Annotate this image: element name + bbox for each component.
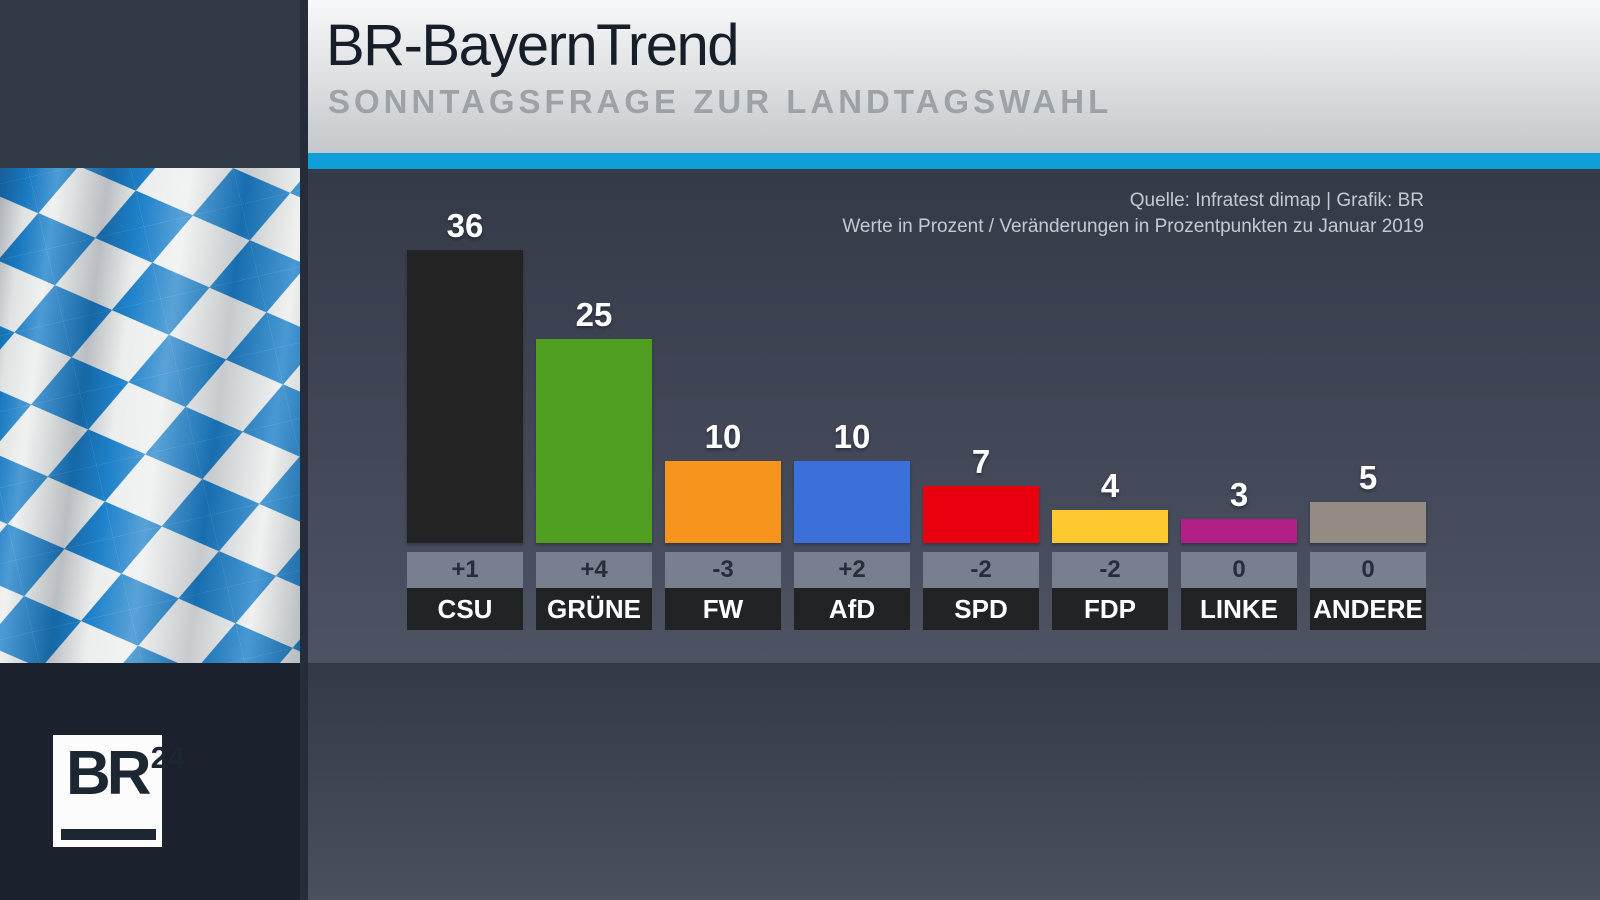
- bar-value-label: 5: [1358, 459, 1378, 496]
- br24-logo-bar: [61, 829, 156, 840]
- party-bar: [1181, 519, 1297, 543]
- party-label: ANDERE: [1310, 588, 1426, 630]
- accent-stripe: [308, 153, 1600, 169]
- source-line-2: Werte in Prozent / Veränderungen in Proz…: [842, 216, 1424, 237]
- change-badge: 0: [1181, 552, 1297, 588]
- source-note: Quelle: Infratest dimap | Grafik: BR Wer…: [842, 188, 1424, 240]
- party-column: 7 -2 SPD: [923, 169, 1039, 663]
- bar-value-label: 10: [704, 418, 742, 455]
- party-label: FW: [665, 588, 781, 630]
- bar-value-label: 7: [971, 443, 991, 480]
- footer-background: [308, 663, 1600, 900]
- party-column: 10 -3 FW: [665, 169, 781, 663]
- party-label: FDP: [1052, 588, 1168, 630]
- party-bar: [407, 250, 523, 543]
- party-bar: [794, 461, 910, 543]
- br24-logo-br: BR: [66, 739, 152, 808]
- change-badge: +4: [536, 552, 652, 588]
- party-label: GRÜNE: [536, 588, 652, 630]
- bar-value-label: 4: [1100, 467, 1120, 504]
- flag-fabric-shading: [0, 168, 304, 663]
- br24-logo: BR24: [53, 735, 185, 847]
- party-label: CSU: [407, 588, 523, 630]
- party-column: 25 +4 GRÜNE: [536, 169, 652, 663]
- change-badge: -3: [665, 552, 781, 588]
- br24-logo-24: 24: [150, 740, 186, 775]
- bar-chart: 36 +1 CSU 25 +4 GRÜNE 10 -3 FW 10 +2 AfD…: [407, 169, 1426, 663]
- party-column: 3 0 LINKE: [1181, 169, 1297, 663]
- party-bar: [536, 339, 652, 543]
- header-band: BR-BayernTrend SONNTAGSFRAGE ZUR LANDTAG…: [308, 0, 1600, 153]
- change-badge: +2: [794, 552, 910, 588]
- change-badge: -2: [1052, 552, 1168, 588]
- bar-value-label: 3: [1229, 476, 1249, 513]
- party-column: 36 +1 CSU: [407, 169, 523, 663]
- bar-value-label: 10: [833, 418, 871, 455]
- top-left-band: [0, 0, 304, 168]
- change-badge: -2: [923, 552, 1039, 588]
- page-title: BR-BayernTrend: [326, 13, 740, 78]
- panel-divider: [300, 0, 308, 900]
- party-label: AfD: [794, 588, 910, 630]
- change-badge: +1: [407, 552, 523, 588]
- bar-value-label: 25: [575, 296, 613, 333]
- party-bar: [1052, 510, 1168, 543]
- party-column: 4 -2 FDP: [1052, 169, 1168, 663]
- bavaria-flag-image: [0, 168, 304, 663]
- party-label: LINKE: [1181, 588, 1297, 630]
- party-column: 5 0 ANDERE: [1310, 169, 1426, 663]
- br24-logo-text: BR24: [66, 740, 186, 805]
- party-bar: [1310, 502, 1426, 543]
- change-badge: 0: [1310, 552, 1426, 588]
- party-bar: [665, 461, 781, 543]
- source-line-1: Quelle: Infratest dimap | Grafik: BR: [1129, 190, 1424, 211]
- party-bar: [923, 486, 1039, 543]
- party-label: SPD: [923, 588, 1039, 630]
- page-subtitle: SONNTAGSFRAGE ZUR LANDTAGSWAHL: [328, 83, 1113, 120]
- bar-value-label: 36: [446, 207, 484, 244]
- party-column: 10 +2 AfD: [794, 169, 910, 663]
